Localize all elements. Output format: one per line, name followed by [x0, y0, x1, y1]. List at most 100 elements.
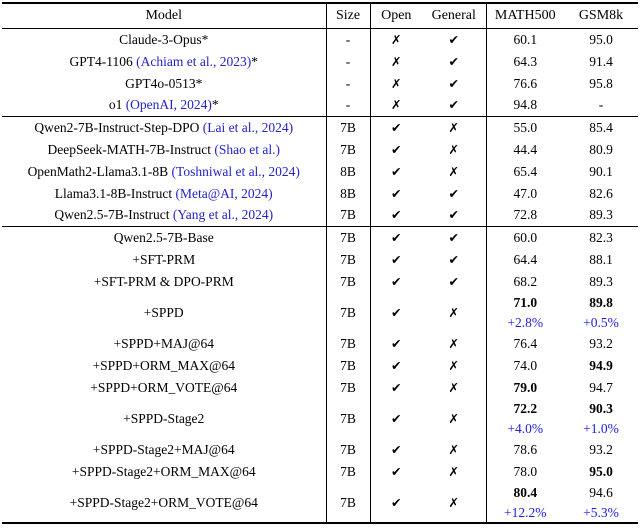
- cross-icon: ✗: [448, 163, 459, 179]
- general-cell: ✔: [422, 225, 487, 248]
- general-cell: ✔: [422, 72, 487, 94]
- results-table: Model Size Open General MATH500 GSM8k Claude-…: [2, 2, 638, 524]
- citation-link[interactable]: (Shao et al.): [214, 141, 280, 157]
- general-cell: ✗: [422, 482, 487, 523]
- general-cell: ✗: [422, 354, 487, 376]
- size-cell: 7B: [326, 248, 371, 270]
- math500-score-cell: 60.0: [486, 225, 564, 248]
- model-cell: +SPPD-Stage2: [2, 398, 327, 438]
- score-value: 93.2: [589, 441, 613, 457]
- header-row: Model Size Open General MATH500 GSM8k: [2, 3, 638, 29]
- score-value: 94.7: [589, 379, 613, 395]
- general-cell: ✗: [422, 115, 487, 138]
- model-name: Qwen2.5-7B-Base: [113, 229, 214, 245]
- model-suffix: *: [251, 53, 258, 69]
- model-cell: GPT4o-0513*: [2, 72, 327, 94]
- model-name: Claude-3-Opus*: [119, 31, 209, 47]
- model-cell: +SFT-PRM: [2, 248, 327, 270]
- size-cell: 7B: [326, 225, 371, 248]
- score-value: 78.0: [513, 463, 538, 479]
- cross-icon: ✗: [448, 357, 459, 373]
- model-cell: +SPPD-Stage2+ORM_VOTE@64: [2, 482, 327, 523]
- model-cell: DeepSeek-MATH-7B-Instruct (Shao et al.): [2, 138, 327, 160]
- score-value: 79.0: [513, 379, 538, 395]
- open-cell: ✔: [370, 138, 422, 160]
- check-icon: ✔: [448, 185, 459, 201]
- size-cell: 7B: [326, 460, 371, 482]
- general-cell: ✗: [422, 398, 487, 438]
- open-cell: ✔: [370, 225, 422, 248]
- model-name: +SPPD+MAJ@64: [113, 335, 214, 351]
- score-value: 71.0: [513, 295, 538, 310]
- general-cell: ✗: [422, 376, 487, 398]
- check-icon: ✔: [448, 229, 459, 245]
- general-cell: ✔: [422, 28, 487, 50]
- gsm8k-score-cell: 93.2: [564, 332, 638, 354]
- math500-score-cell: 74.0: [486, 354, 564, 376]
- general-cell: ✔: [422, 270, 487, 292]
- table-row: +SPPD 7B ✔ ✗ 71.0 +2.8% 89.8 +0.5%: [2, 292, 638, 332]
- model-name: o1: [108, 97, 126, 113]
- score-value: 91.4: [589, 53, 613, 69]
- column-header-model: Model: [2, 3, 327, 29]
- check-icon: ✔: [391, 410, 402, 426]
- size-cell: -: [326, 94, 371, 116]
- cross-icon: ✗: [448, 119, 459, 135]
- gsm8k-score-cell: 90.1: [564, 160, 638, 182]
- citation-link[interactable]: (Meta@AI, 2024): [175, 185, 273, 201]
- open-cell: ✔: [370, 292, 422, 332]
- open-cell: ✗: [370, 50, 422, 72]
- check-icon: ✔: [391, 185, 402, 201]
- check-icon: ✔: [391, 273, 402, 289]
- citation-link[interactable]: (Lai et al., 2024): [202, 119, 294, 135]
- score-value: 94.8: [513, 97, 538, 113]
- math500-score-cell: 44.4: [486, 138, 564, 160]
- size-cell: 7B: [326, 398, 371, 438]
- model-cell: GPT4-1106 (Achiam et al., 2023)*: [2, 50, 327, 72]
- check-icon: ✔: [391, 141, 402, 157]
- score-value: 78.6: [513, 441, 538, 457]
- general-cell: ✔: [422, 248, 487, 270]
- math500-score-cell: 65.4: [486, 160, 564, 182]
- check-icon: ✔: [448, 53, 459, 69]
- table-row: +SPPD+MAJ@64 7B ✔ ✗ 76.4 93.2: [2, 332, 638, 354]
- general-cell: ✔: [422, 50, 487, 72]
- table-row: +SFT-PRM & DPO-PRM 7B ✔ ✔ 68.2 89.3: [2, 270, 638, 292]
- table-row: Qwen2.5-7B-Instruct (Yang et al., 2024) 7…: [2, 204, 638, 226]
- score-value: 94.6: [589, 485, 613, 500]
- math500-score-cell: 79.0: [486, 376, 564, 398]
- score-value: 64.3: [513, 53, 538, 69]
- model-name: +SPPD+ORM_VOTE@64: [90, 379, 238, 395]
- open-cell: ✔: [370, 182, 422, 204]
- table-row: +SPPD-Stage2+ORM_VOTE@64 7B ✔ ✗ 80.4 +12.2% 94…: [2, 482, 638, 523]
- citation-link[interactable]: (Yang et al., 2024): [172, 207, 274, 223]
- check-icon: ✔: [391, 163, 402, 179]
- score-delta: +4.0%: [507, 421, 544, 436]
- check-icon: ✔: [391, 335, 402, 351]
- citation-link[interactable]: (Toshniwal et al., 2024): [171, 163, 300, 179]
- citation-link[interactable]: (OpenAI, 2024): [125, 97, 212, 113]
- model-cell: Qwen2.5-7B-Base: [2, 225, 327, 248]
- math500-score-cell: 94.8: [486, 94, 564, 116]
- column-header-gsm8k: GSM8k: [564, 3, 638, 29]
- model-name: OpenMath2-Llama3.1-8B: [27, 163, 172, 179]
- size-cell: 7B: [326, 270, 371, 292]
- table-row: Qwen2-7B-Instruct-Step-DPO (Lai et al., …: [2, 115, 638, 138]
- score-value: 76.6: [513, 75, 538, 91]
- score-delta: +1.0%: [583, 421, 619, 436]
- score-delta: +2.8%: [507, 315, 544, 330]
- math500-score-cell: 72.2 +4.0%: [486, 398, 564, 438]
- table-row: +SPPD+ORM_VOTE@64 7B ✔ ✗ 79.0 94.7: [2, 376, 638, 398]
- size-cell: 7B: [326, 138, 371, 160]
- check-icon: ✔: [391, 251, 402, 267]
- gsm8k-score-cell: 91.4: [564, 50, 638, 72]
- score-delta: +5.3%: [583, 505, 619, 520]
- math500-score-cell: 47.0: [486, 182, 564, 204]
- gsm8k-score-cell: 90.3 +1.0%: [564, 398, 638, 438]
- math500-score-cell: 76.6: [486, 72, 564, 94]
- score-value: 60.0: [513, 229, 538, 245]
- citation-link[interactable]: (Achiam et al., 2023): [136, 53, 252, 69]
- column-header-size: Size: [326, 3, 371, 29]
- score-value: 85.4: [589, 119, 613, 135]
